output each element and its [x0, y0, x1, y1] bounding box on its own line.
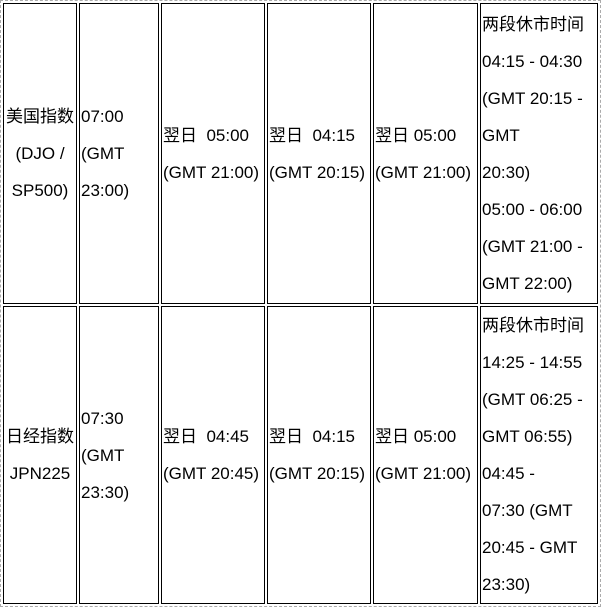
cell-row1-instrument: 美国指数 (DJO / SP500) [3, 3, 77, 304]
cell-text: 翌日 04:15 (GMT 20:15) [269, 125, 366, 182]
cell-row1-col4: 翌日 04:15 (GMT 20:15) [267, 3, 371, 304]
cell-text: 两段休市时间 04:15 - 04:30 (GMT 20:15 - GMT 20… [482, 14, 584, 293]
cell-row1-col3: 翌日 05:00 (GMT 21:00) [161, 3, 265, 304]
cell-text: 两段休市时间 14:25 - 14:55 (GMT 06:25 - GMT 06… [482, 316, 584, 594]
cell-row2-break-times: 两段休市时间 14:25 - 14:55 (GMT 06:25 - GMT 06… [480, 306, 598, 604]
cell-row1-col5: 翌日 05:00 (GMT 21:00) [373, 3, 478, 304]
cell-text: 美国指数 (DJO / SP500) [6, 107, 74, 200]
cell-text: 翌日 05:00 (GMT 21:00) [375, 125, 472, 182]
cell-row2-instrument: 日经指数 JPN225 [3, 306, 77, 604]
cell-row2-col4: 翌日 04:15 (GMT 20:15) [267, 306, 371, 604]
cell-text: 翌日 04:15 (GMT 20:15) [269, 427, 366, 483]
cell-row2-col5: 翌日 05:00 (GMT 21:00) [373, 306, 478, 604]
cell-row1-col2: 07:00 (GMT 23:00) [79, 3, 159, 304]
cell-text: 翌日 05:00 (GMT 21:00) [163, 125, 260, 182]
table-row: 美国指数 (DJO / SP500) 07:00 (GMT 23:00) 翌日 … [3, 3, 598, 304]
cell-row2-col2: 07:30 (GMT 23:30) [79, 306, 159, 604]
cell-row2-col3: 翌日 04:45 (GMT 20:45) [161, 306, 265, 604]
cell-text: 日经指数 JPN225 [6, 427, 74, 483]
cell-row1-break-times: 两段休市时间 04:15 - 04:30 (GMT 20:15 - GMT 20… [480, 3, 598, 304]
table-row: 日经指数 JPN225 07:30 (GMT 23:30) 翌日 04:45 (… [3, 306, 598, 604]
cell-text: 07:30 (GMT 23:30) [81, 408, 130, 502]
cell-text: 翌日 04:45 (GMT 20:45) [163, 427, 260, 483]
cell-text: 翌日 05:00 (GMT 21:00) [375, 427, 472, 483]
cell-text: 07:00 (GMT 23:00) [81, 107, 130, 200]
